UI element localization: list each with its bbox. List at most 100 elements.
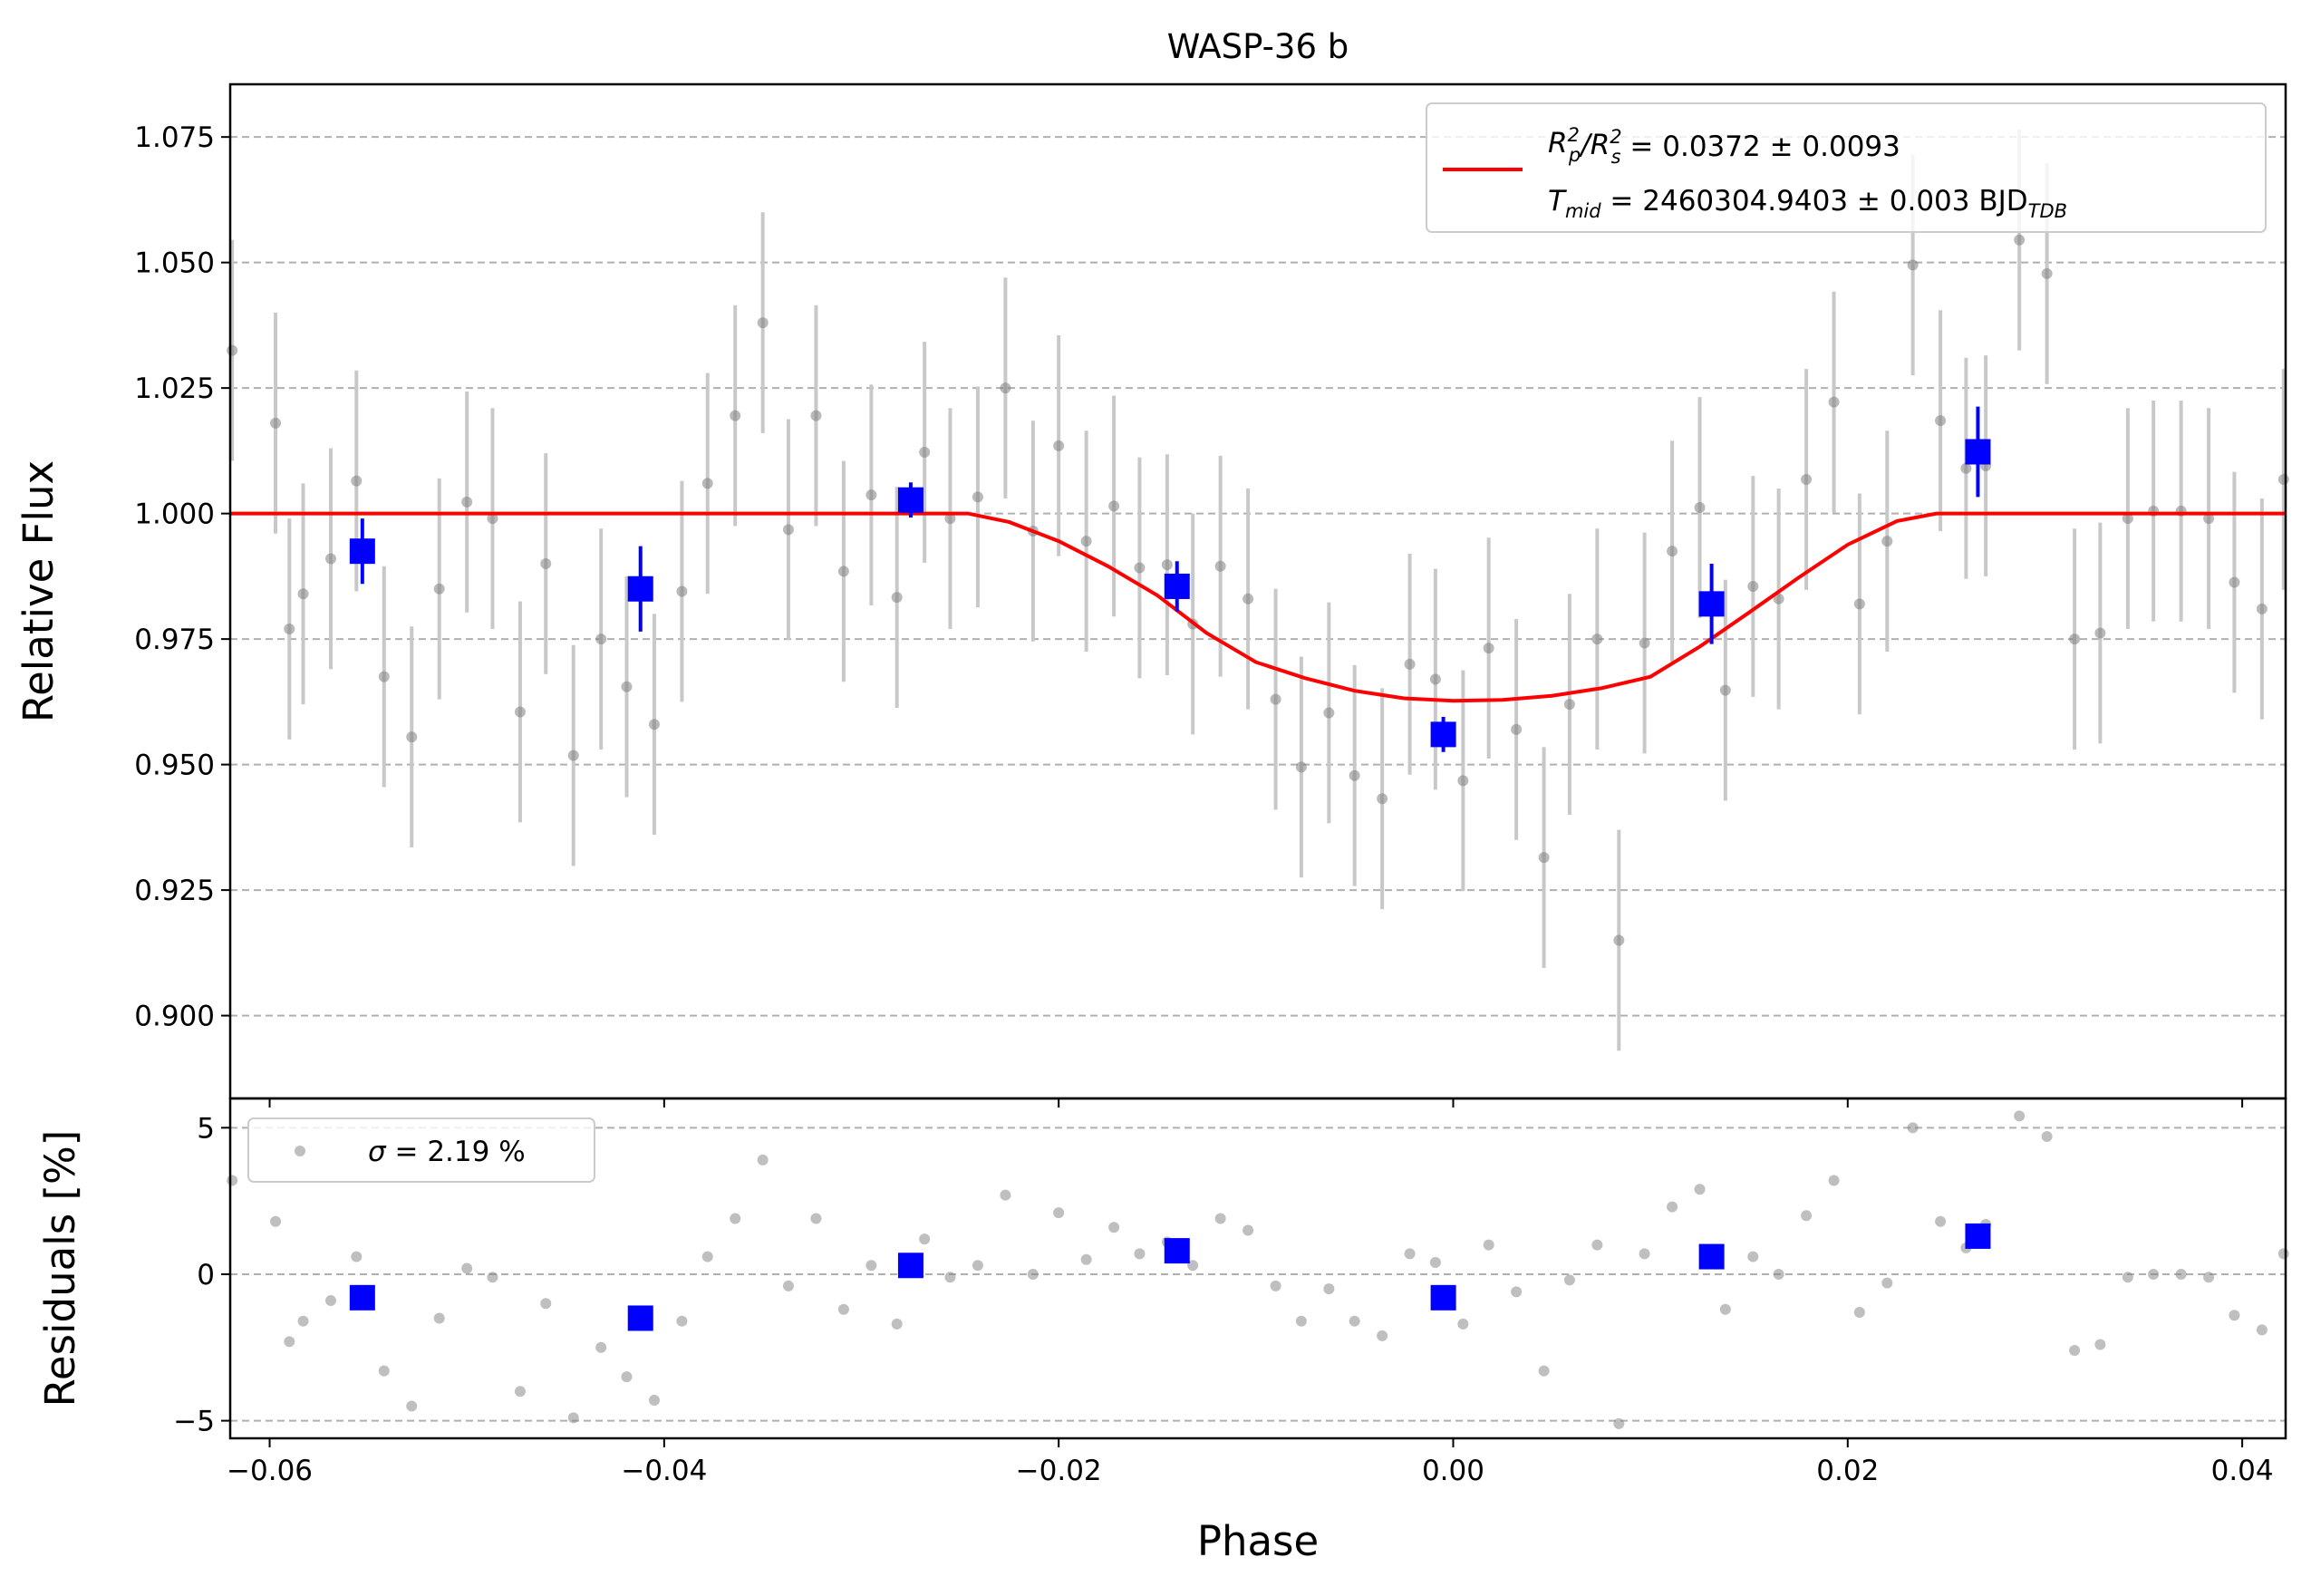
residual-point [2277,1248,2289,1260]
raw-point [1080,536,1092,547]
raw-point [1161,559,1173,571]
sigma-symbol: σ [368,1136,387,1168]
raw-point [433,583,445,595]
residual-point [433,1312,445,1324]
residual-binned-point [1698,1243,1725,1270]
residuals-x-tick-label: 0.00 [1422,1455,1484,1487]
residual-point [1187,1260,1199,1272]
residual-point [1053,1207,1065,1219]
raw-point [1907,259,1919,271]
residual-point [837,1303,849,1315]
raw-point [595,634,607,645]
residual-point [2094,1339,2106,1350]
residual-point [1323,1283,1335,1295]
raw-point [540,558,552,570]
residual-point [351,1251,363,1262]
raw-point [1429,673,1441,685]
binned-point [1164,573,1190,599]
residual-binned-point [349,1284,375,1311]
residual-point [1747,1251,1759,1262]
legend-rs-subscript: s [1611,146,1621,168]
raw-point [865,489,877,501]
main-y-tick-label: 1.050 [134,247,215,280]
residual-point [1853,1306,1865,1318]
residual-point [944,1272,956,1283]
raw-point [1591,634,1603,645]
residual-point [1613,1417,1625,1429]
raw-point [1511,723,1523,735]
residuals-x-tick-label: −0.02 [1016,1455,1102,1487]
raw-point [2203,513,2215,525]
raw-point [325,553,337,565]
main-y-tick-label: 0.975 [134,624,215,656]
raw-point [1483,643,1494,654]
binned-point [627,576,653,602]
raw-point [810,410,822,421]
raw-point [1935,415,1947,427]
residual-point [325,1295,337,1307]
residual-point [487,1272,498,1283]
residuals-legend-marker [295,1146,305,1156]
residual-point [1457,1318,1469,1330]
model-curve [230,511,2286,703]
residual-point [1639,1248,1650,1260]
residuals-panel: −5 0 5 −0.06 −0.04 −0.02 0.00 0.02 0.04 Residua… [36,1097,2289,1565]
raw-point [1563,699,1575,711]
residual-point [1907,1122,1919,1134]
raw-point [378,671,390,682]
residual-point [1108,1222,1120,1233]
residual-point [406,1400,418,1412]
raw-point [270,417,282,429]
raw-point [1053,440,1065,451]
residual-point [676,1315,688,1327]
raw-point [676,585,688,597]
raw-point [284,624,295,635]
residual-point [1667,1201,1678,1213]
raw-point [1349,769,1360,781]
raw-point [782,524,794,536]
residual-point [567,1412,579,1424]
residual-binned-point [1965,1223,1991,1249]
raw-point [1538,852,1550,864]
residuals-x-tick-label: −0.04 [621,1455,707,1487]
binned-point [1698,591,1725,617]
raw-point [1457,775,1469,787]
residual-point [514,1386,526,1398]
raw-point [487,513,498,525]
raw-point [1960,462,1972,474]
residuals-y-tick-label: −5 [173,1406,215,1438]
residual-point [701,1251,713,1262]
raw-point [1323,707,1335,719]
residual-point [2041,1131,2053,1143]
main-y-tick-label: 1.000 [134,498,215,531]
residual-point [1270,1280,1281,1291]
residual-point [1719,1303,1731,1315]
raw-point [1828,396,1840,408]
legend-tdb-subscript: TDB [2028,200,2067,222]
residual-point [2203,1272,2215,1283]
raw-point [1404,658,1416,670]
raw-point [2014,234,2026,246]
residual-point [757,1154,769,1166]
residual-point [1773,1268,1784,1280]
residual-point [270,1215,282,1227]
residual-point [1000,1189,1011,1201]
residual-point [1243,1224,1254,1236]
raw-point [2229,576,2240,588]
residual-point [782,1280,794,1291]
residuals-x-tick-label: −0.06 [227,1455,313,1487]
residuals-x-tick-label: 0.02 [1816,1455,1879,1487]
raw-point [1214,560,1226,572]
legend-t-subscript: mid [1565,200,1601,222]
raw-point [1270,693,1281,705]
chart-title: WASP-36 b [1167,27,1349,66]
legend-t-symbol: T [1548,185,1567,218]
residual-point [227,1175,238,1186]
residuals-y-tick-label: 5 [197,1112,215,1145]
raw-point [2069,634,2081,645]
legend-r-subscript: p [1568,144,1581,166]
residual-point [919,1233,931,1245]
residual-point [595,1341,607,1353]
